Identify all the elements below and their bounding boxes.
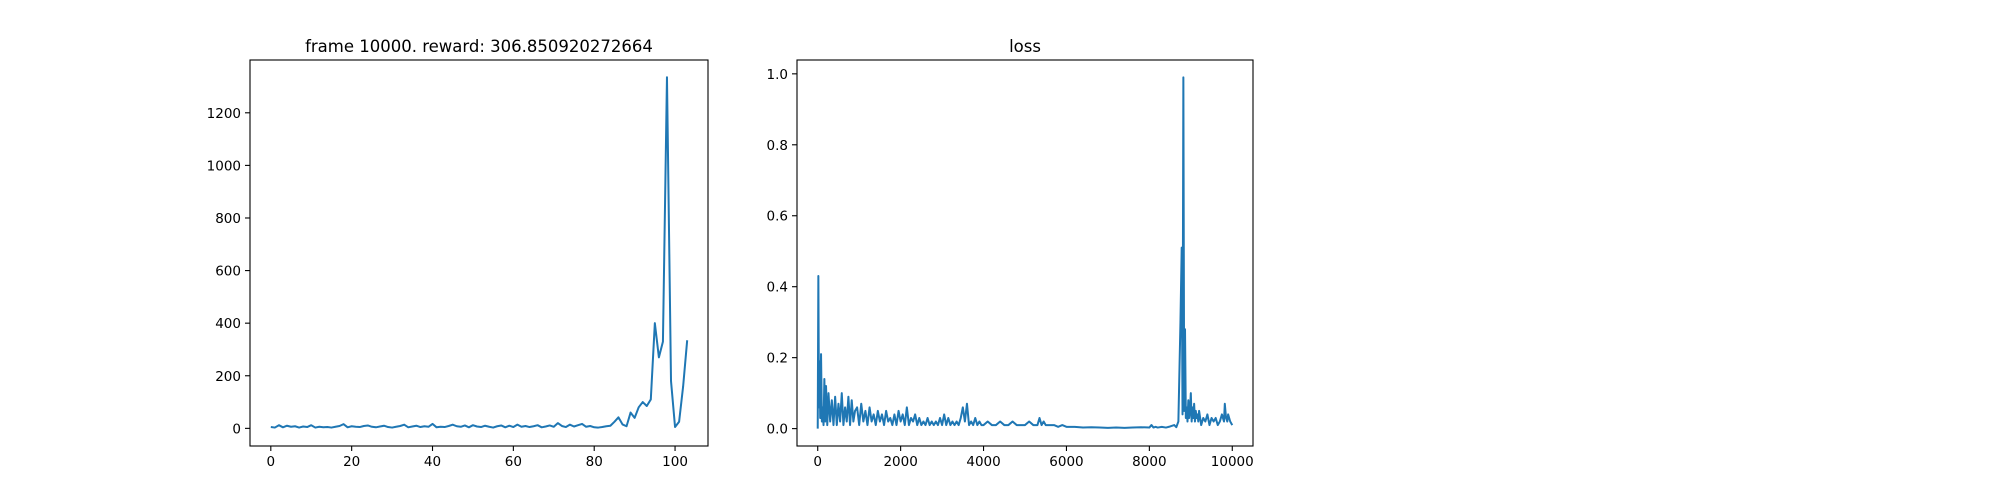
reward-chart-x-tick-label: 60 [505, 454, 522, 470]
reward-chart-x-axis: 0 20 40 60 80 100 [267, 446, 688, 470]
reward-chart-x-tick-label: 20 [343, 454, 360, 470]
loss-chart-y-tick-label: 0.0 [767, 422, 788, 438]
loss-chart-title: loss [1009, 37, 1041, 56]
reward-chart-plot [270, 76, 689, 429]
loss-chart-series-line [816, 76, 1234, 429]
reward-chart-y-tick-label: 1200 [207, 106, 241, 122]
loss-chart-x-tick-label: 6000 [1049, 454, 1083, 470]
loss-chart-x-tick-label: 4000 [966, 454, 1000, 470]
reward-chart-series-line [270, 76, 689, 429]
reward-chart-x-tick-label: 0 [267, 454, 276, 470]
reward-chart: frame 10000. reward: 306.850920272664 0 2… [207, 37, 709, 470]
loss-chart-plot [816, 76, 1234, 429]
loss-chart-x-tick-label: 0 [813, 454, 822, 470]
loss-chart-y-tick-label: 0.2 [767, 351, 788, 367]
loss-chart: loss 0 2000 4000 6000 8000 10000 0.0 0.2 0.4 0.6… [767, 37, 1254, 470]
loss-chart-y-tick-label: 0.8 [767, 138, 788, 154]
reward-chart-y-axis: 0 200 400 600 800 1000 1200 [207, 106, 250, 437]
reward-chart-title: frame 10000. reward: 306.850920272664 [305, 37, 653, 56]
reward-chart-y-tick-label: 1000 [207, 158, 241, 174]
reward-chart-y-tick-label: 200 [215, 369, 241, 385]
loss-chart-y-tick-label: 1.0 [767, 67, 788, 83]
reward-chart-y-tick-label: 600 [215, 264, 241, 280]
reward-chart-x-tick-label: 40 [424, 454, 441, 470]
reward-chart-y-tick-label: 400 [215, 316, 241, 332]
loss-chart-y-axis: 0.0 0.2 0.4 0.6 0.8 1.0 [767, 67, 797, 438]
loss-chart-x-axis: 0 2000 4000 6000 8000 10000 [813, 446, 1254, 470]
loss-chart-x-tick-label: 10000 [1211, 454, 1254, 470]
reward-chart-y-tick-label: 0 [232, 421, 241, 437]
reward-chart-y-tick-label: 800 [215, 211, 241, 227]
loss-chart-y-tick-label: 0.6 [767, 209, 788, 225]
loss-chart-x-tick-label: 2000 [883, 454, 917, 470]
reward-chart-axes [249, 59, 709, 447]
reward-chart-x-tick-label: 80 [586, 454, 603, 470]
loss-chart-x-tick-label: 8000 [1132, 454, 1166, 470]
reward-chart-x-tick-label: 100 [662, 454, 688, 470]
loss-chart-y-tick-label: 0.4 [767, 280, 788, 296]
loss-chart-axes [796, 59, 1254, 447]
